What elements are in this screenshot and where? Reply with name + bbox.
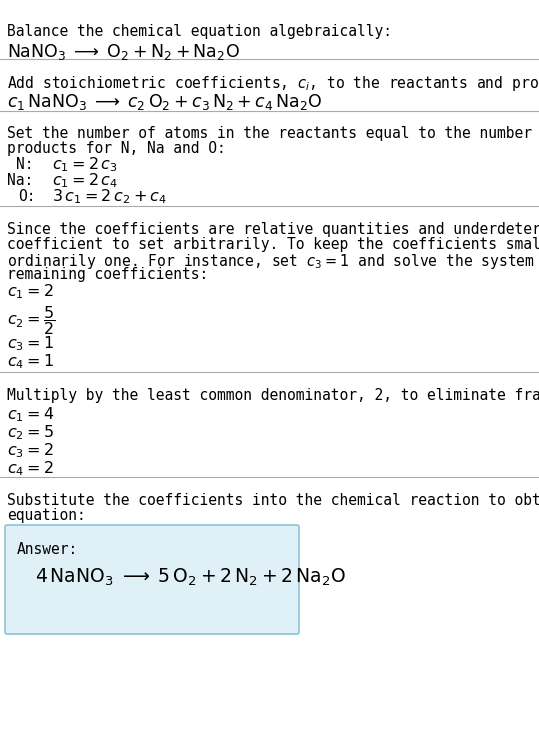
Text: N:: N: xyxy=(16,157,33,172)
Text: coefficient to set arbitrarily. To keep the coefficients small, the arbitrary va: coefficient to set arbitrarily. To keep … xyxy=(7,237,539,252)
Text: products for N, Na and O:: products for N, Na and O: xyxy=(7,141,226,156)
Text: $3\,c_1 = 2\,c_2 + c_4$: $3\,c_1 = 2\,c_2 + c_4$ xyxy=(52,187,167,206)
Text: remaining coefficients:: remaining coefficients: xyxy=(7,267,208,282)
Text: Since the coefficients are relative quantities and underdetermined, choose a: Since the coefficients are relative quan… xyxy=(7,222,539,237)
Text: O:: O: xyxy=(18,189,36,204)
Text: ordinarily one. For instance, set $c_3 = 1$ and solve the system of equations fo: ordinarily one. For instance, set $c_3 =… xyxy=(7,252,539,271)
Text: $4\,\mathrm{NaNO_3}\;\longrightarrow\;5\,\mathrm{O_2}+2\,\mathrm{N_2}+2\,\mathrm: $4\,\mathrm{NaNO_3}\;\longrightarrow\;5\… xyxy=(35,567,346,588)
Text: $c_3 = 2$: $c_3 = 2$ xyxy=(7,441,53,459)
Text: $c_1 = 2$: $c_1 = 2$ xyxy=(7,282,53,301)
Text: $c_1 = 4$: $c_1 = 4$ xyxy=(7,405,54,423)
Text: $c_1 = 2\,c_3$: $c_1 = 2\,c_3$ xyxy=(52,155,118,174)
Text: Add stoichiometric coefficients, $c_i$, to the reactants and products:: Add stoichiometric coefficients, $c_i$, … xyxy=(7,74,539,93)
Text: Set the number of atoms in the reactants equal to the number of atoms in the: Set the number of atoms in the reactants… xyxy=(7,126,539,141)
Text: $c_1\,\mathrm{NaNO_3}\;\longrightarrow\;c_2\,\mathrm{O_2}+c_3\,\mathrm{N_2}+c_4\: $c_1\,\mathrm{NaNO_3}\;\longrightarrow\;… xyxy=(7,92,322,112)
Text: Balance the chemical equation algebraically:: Balance the chemical equation algebraica… xyxy=(7,24,392,39)
FancyBboxPatch shape xyxy=(5,525,299,634)
Text: equation:: equation: xyxy=(7,508,86,523)
Text: $\mathrm{NaNO_3}\;\longrightarrow\;\mathrm{O_2 + N_2 + Na_2O}$: $\mathrm{NaNO_3}\;\longrightarrow\;\math… xyxy=(7,42,240,62)
Text: $c_2 = 5$: $c_2 = 5$ xyxy=(7,423,54,441)
Text: Answer:: Answer: xyxy=(17,542,78,557)
Text: Multiply by the least common denominator, 2, to eliminate fractional coefficient: Multiply by the least common denominator… xyxy=(7,388,539,403)
Text: $c_3 = 1$: $c_3 = 1$ xyxy=(7,334,54,353)
Text: $c_4 = 1$: $c_4 = 1$ xyxy=(7,352,54,371)
Text: $c_1 = 2\,c_4$: $c_1 = 2\,c_4$ xyxy=(52,171,118,190)
Text: $c_2 = \dfrac{5}{2}$: $c_2 = \dfrac{5}{2}$ xyxy=(7,304,55,337)
Text: $c_4 = 2$: $c_4 = 2$ xyxy=(7,459,53,478)
Text: Na:: Na: xyxy=(7,173,33,188)
Text: Substitute the coefficients into the chemical reaction to obtain the balanced: Substitute the coefficients into the che… xyxy=(7,493,539,508)
